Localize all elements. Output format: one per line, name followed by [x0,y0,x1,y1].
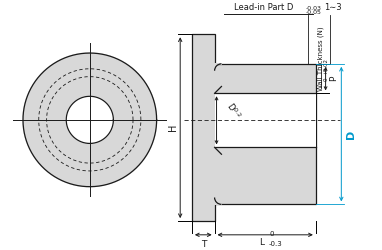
Text: +0.02: +0.02 [324,58,329,75]
Text: Lead-in Part D: Lead-in Part D [234,3,293,12]
Text: H: H [168,124,178,132]
Bar [215,93,316,147]
Text: -0.2: -0.2 [231,106,242,118]
Text: D: D [346,130,356,139]
Text: T: T [201,240,206,249]
Text: D: D [224,102,236,113]
Text: L: L [259,238,264,247]
Polygon shape [66,96,113,144]
Text: -0.3: -0.3 [269,241,283,247]
Text: 0: 0 [324,77,329,80]
Text: Wall Thickness (N): Wall Thickness (N) [317,27,324,91]
Polygon shape [23,53,157,187]
Text: P: P [330,76,338,81]
Text: 0: 0 [269,231,274,237]
Polygon shape [192,34,316,221]
Text: 1∼3: 1∼3 [324,3,341,12]
Text: -0.03: -0.03 [306,6,322,11]
Text: -0.05: -0.05 [306,10,322,15]
